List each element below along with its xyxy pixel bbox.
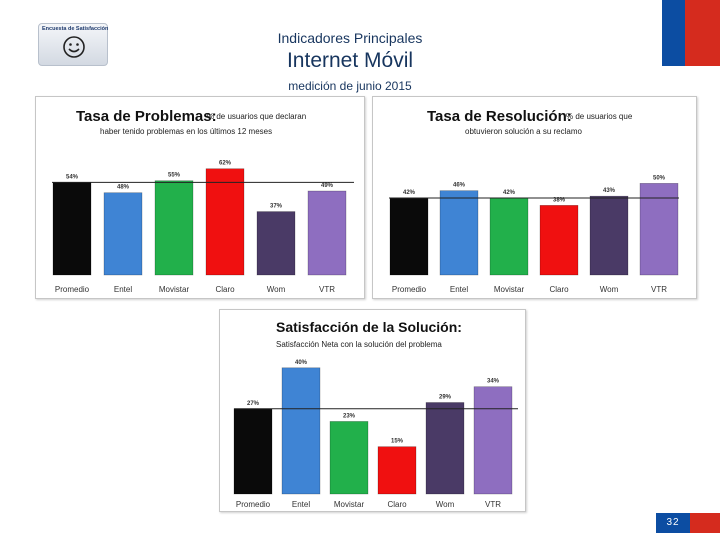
chart-panel-resolution: Tasa de Resolución:% de usuarios que obtu… bbox=[372, 96, 697, 299]
category-label: Entel bbox=[114, 285, 132, 294]
data-label: 48% bbox=[117, 185, 130, 191]
bar-outline bbox=[473, 386, 513, 495]
bar-claro bbox=[206, 168, 244, 275]
page-number: 32 bbox=[656, 513, 690, 533]
category-label: VTR bbox=[319, 285, 335, 294]
category-label: Movistar bbox=[334, 500, 365, 509]
bar-outline bbox=[307, 190, 347, 276]
bar-outline bbox=[425, 402, 465, 495]
chart-subtitle-line2: haber tenido problemas en los últimos 12… bbox=[100, 127, 272, 136]
bar-movistar bbox=[330, 421, 368, 494]
data-label: 38% bbox=[553, 197, 566, 203]
chart-subtitle-line2: obtuvieron solución a su reclamo bbox=[465, 127, 583, 136]
bar-vtr bbox=[474, 386, 512, 494]
category-label: Claro bbox=[549, 285, 569, 294]
bar-claro bbox=[378, 446, 416, 494]
chart-solution-satisfaction: Satisfacción de la Solución: Satisfacción… bbox=[233, 319, 518, 509]
data-label: 27% bbox=[247, 401, 260, 407]
bar-vtr bbox=[308, 191, 346, 275]
chart-panel-solution-satisfaction: Satisfacción de la Solución: Satisfacción… bbox=[219, 309, 526, 512]
bar-outline bbox=[103, 192, 143, 276]
category-label: Promedio bbox=[236, 500, 271, 509]
category-label: Entel bbox=[450, 285, 468, 294]
bar-promedio bbox=[390, 198, 428, 275]
bar-promedio bbox=[234, 408, 272, 494]
category-label: VTR bbox=[485, 500, 501, 509]
flag-red-stripe bbox=[685, 0, 720, 66]
bar-outline bbox=[589, 195, 629, 276]
bar-outline bbox=[539, 205, 579, 276]
measurement-date: medición de junio 2015 bbox=[288, 79, 412, 93]
bar-outline bbox=[154, 180, 194, 276]
bar-outline bbox=[377, 446, 417, 495]
bar-outline bbox=[639, 183, 679, 276]
flag-blue-stripe bbox=[662, 0, 685, 66]
chart-title: Satisfacción de la Solución: bbox=[276, 319, 462, 335]
category-label: Wom bbox=[600, 285, 619, 294]
data-label: 54% bbox=[66, 174, 79, 180]
badge-label: Encuesta de Satisfacción bbox=[42, 26, 109, 32]
data-label: 42% bbox=[403, 190, 416, 196]
chart-resolution: Tasa de Resolución:% de usuarios que obtu… bbox=[389, 108, 679, 294]
bar-entel bbox=[282, 367, 320, 494]
bar-vtr bbox=[640, 183, 678, 275]
bar-wom bbox=[257, 211, 295, 275]
bar-promedio bbox=[53, 182, 91, 275]
bar-outline bbox=[281, 367, 321, 495]
bar-entel bbox=[104, 192, 142, 275]
bar-movistar bbox=[155, 180, 193, 275]
chart-title: Tasa de Resolución: bbox=[427, 108, 572, 125]
bar-claro bbox=[540, 205, 578, 275]
category-label: Promedio bbox=[55, 285, 90, 294]
page-number-strip bbox=[690, 513, 720, 533]
category-label: Claro bbox=[387, 500, 407, 509]
category-label: Movistar bbox=[494, 285, 525, 294]
category-label: Entel bbox=[292, 500, 310, 509]
data-label: 23% bbox=[343, 413, 356, 419]
chart-subtitle: % de usuarios que declaran bbox=[207, 112, 306, 121]
chart-panel-problems: Tasa de Problemas:% de usuarios que decl… bbox=[35, 96, 365, 299]
data-label: 29% bbox=[439, 394, 452, 400]
data-label: 50% bbox=[653, 175, 666, 181]
data-label: 62% bbox=[219, 161, 232, 167]
data-label: 55% bbox=[168, 173, 181, 179]
category-label: VTR bbox=[651, 285, 667, 294]
data-label: 43% bbox=[603, 188, 616, 194]
smiley-icon bbox=[63, 36, 85, 58]
data-label: 40% bbox=[295, 360, 308, 366]
category-label: Wom bbox=[436, 500, 455, 509]
bar-outline bbox=[205, 168, 245, 276]
bar-outline bbox=[256, 211, 296, 276]
chart-title: Tasa de Problemas: bbox=[76, 108, 217, 125]
category-label: Wom bbox=[267, 285, 286, 294]
data-label: 49% bbox=[321, 183, 334, 189]
data-label: 37% bbox=[270, 204, 283, 210]
flag-white-stripe bbox=[662, 66, 720, 70]
bar-entel bbox=[440, 190, 478, 275]
bar-outline bbox=[329, 421, 369, 495]
category-label: Promedio bbox=[392, 285, 427, 294]
category-label: Movistar bbox=[159, 285, 190, 294]
bar-wom bbox=[590, 196, 628, 275]
bar-outline bbox=[439, 190, 479, 276]
satisfaction-survey-badge: Encuesta de Satisfacción bbox=[38, 23, 108, 66]
data-label: 15% bbox=[391, 439, 404, 445]
page-title: Internet Móvil bbox=[286, 49, 414, 72]
data-label: 46% bbox=[453, 183, 466, 189]
chart-subtitle: Satisfacción Neta con la solución del pr… bbox=[276, 340, 442, 349]
chart-subtitle: % de usuarios que bbox=[566, 112, 633, 121]
category-label: Claro bbox=[215, 285, 235, 294]
data-label: 42% bbox=[503, 190, 516, 196]
section-heading: Indicadores Principales bbox=[277, 30, 423, 46]
bar-movistar bbox=[490, 198, 528, 275]
data-label: 34% bbox=[487, 379, 500, 385]
chart-problems: Tasa de Problemas:% de usuarios que decl… bbox=[52, 108, 354, 294]
bar-wom bbox=[426, 402, 464, 494]
